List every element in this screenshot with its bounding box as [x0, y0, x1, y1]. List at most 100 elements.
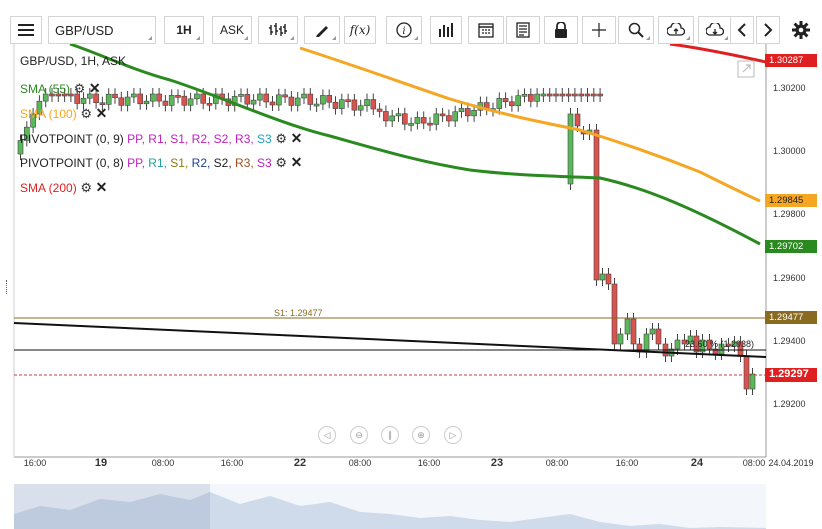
next-button[interactable] [756, 16, 780, 44]
candle-body[interactable] [540, 93, 547, 97]
candle-body[interactable] [112, 93, 118, 99]
candle-body[interactable] [749, 373, 756, 390]
candle-body[interactable] [567, 113, 574, 185]
candle-body[interactable] [597, 93, 603, 97]
candle-body[interactable] [420, 117, 427, 124]
legend-label[interactable]: PIVOTPOINT (0, 9) [20, 132, 124, 146]
candle-body[interactable] [687, 335, 694, 345]
candle-body[interactable] [338, 99, 345, 109]
candle-body[interactable] [30, 113, 36, 128]
candle-body[interactable] [131, 93, 137, 98]
candle-body[interactable] [143, 100, 150, 105]
candle-body[interactable] [383, 111, 389, 122]
candle-body[interactable] [206, 102, 213, 106]
candle-body[interactable] [553, 93, 559, 97]
scroll-right-button[interactable]: ▷ [444, 426, 462, 444]
upload-button[interactable] [658, 16, 694, 44]
candle-body[interactable] [599, 273, 606, 281]
legend-label[interactable]: SMA (200) [20, 181, 77, 195]
candle-body[interactable] [743, 355, 750, 390]
settings-button[interactable] [786, 16, 816, 44]
timeframe-select[interactable]: 1H [164, 16, 204, 44]
candle-body[interactable] [593, 129, 600, 281]
prev-button[interactable] [730, 16, 754, 44]
candle-body[interactable] [559, 93, 566, 97]
candle-body[interactable] [427, 122, 433, 126]
candle-body[interactable] [250, 99, 257, 105]
candle-body[interactable] [458, 108, 465, 113]
expand-icon[interactable] [737, 60, 755, 78]
candle-body[interactable] [389, 115, 396, 122]
candle-body[interactable] [156, 93, 162, 102]
candle-body[interactable] [118, 97, 125, 106]
candle-body[interactable] [546, 93, 553, 97]
candle-body[interactable] [649, 328, 656, 335]
candle-body[interactable] [725, 343, 732, 347]
candle-body[interactable] [124, 96, 131, 106]
candle-body[interactable] [17, 140, 24, 155]
calendar-button[interactable] [468, 16, 504, 44]
zoom-button[interactable] [618, 16, 654, 44]
close-icon[interactable]: ✕ [290, 154, 303, 170]
candle-body[interactable] [345, 99, 351, 103]
candle-body[interactable] [238, 94, 244, 97]
candle-body[interactable] [452, 111, 459, 122]
draw-button[interactable] [304, 16, 340, 44]
gear-icon[interactable]: ⚙ [271, 131, 291, 146]
candle-body[interactable] [433, 113, 440, 125]
navigator-handle[interactable] [14, 484, 210, 529]
candle-body[interactable] [439, 113, 446, 117]
candle-body[interactable] [23, 126, 30, 141]
candle-body[interactable] [200, 93, 206, 104]
candle-body[interactable] [574, 113, 581, 127]
price-chart[interactable]: S1: 1.29477 23.60 % (1.2938) [0, 44, 822, 529]
candle-body[interactable] [534, 93, 540, 102]
lock-button[interactable] [544, 16, 578, 44]
candle-body[interactable] [408, 123, 414, 126]
candle-body[interactable] [49, 93, 55, 97]
candle-body[interactable] [74, 93, 80, 104]
candle-body[interactable] [699, 339, 706, 353]
candle-body[interactable] [527, 94, 534, 102]
candle-body[interactable] [471, 109, 477, 117]
candle-body[interactable] [93, 93, 99, 104]
menu-button[interactable] [10, 16, 42, 44]
sma-100-line[interactable] [299, 46, 761, 203]
crosshair-button[interactable] [582, 16, 616, 44]
candle-body[interactable] [307, 93, 314, 105]
gear-icon[interactable]: ⚙ [70, 81, 89, 96]
candle-body[interactable] [502, 98, 509, 103]
candle-body[interactable] [643, 333, 650, 353]
bar-type-button[interactable] [258, 16, 298, 44]
candle-body[interactable] [294, 97, 301, 106]
candle-body[interactable] [99, 102, 106, 106]
candle-body[interactable] [496, 98, 503, 109]
candle-body[interactable] [231, 96, 238, 106]
candle-body[interactable] [275, 94, 282, 106]
candle-body[interactable] [655, 328, 662, 345]
candle-body[interactable] [137, 93, 143, 105]
gear-icon[interactable]: ⚙ [76, 180, 96, 195]
candle-body[interactable] [376, 108, 383, 112]
zoom-out-button[interactable]: ⊖ [350, 426, 368, 444]
candle-body[interactable] [605, 273, 612, 285]
zoom-in-button[interactable]: ⊕ [412, 426, 430, 444]
chart-area[interactable]: S1: 1.29477 23.60 % (1.2938) GBP/USD, 1H… [0, 44, 822, 529]
fx-button[interactable]: f(x) [344, 16, 376, 44]
scroll-left-button[interactable]: ◁ [318, 426, 336, 444]
candle-body[interactable] [244, 94, 251, 105]
candle-body[interactable] [395, 113, 402, 117]
candle-body[interactable] [61, 93, 68, 97]
candle-body[interactable] [288, 96, 295, 106]
price-type-select[interactable]: ASK [212, 16, 252, 44]
reset-button[interactable]: ∥ [381, 426, 399, 444]
candle-body[interactable] [175, 95, 181, 98]
close-icon[interactable]: ✕ [88, 80, 101, 96]
candle-body[interactable] [565, 93, 572, 97]
candle-body[interactable] [509, 101, 515, 107]
candle-body[interactable] [181, 95, 188, 106]
candle-body[interactable] [464, 108, 471, 117]
candle-body[interactable] [521, 94, 528, 97]
candle-body[interactable] [364, 99, 370, 107]
candle-body[interactable] [590, 93, 597, 97]
